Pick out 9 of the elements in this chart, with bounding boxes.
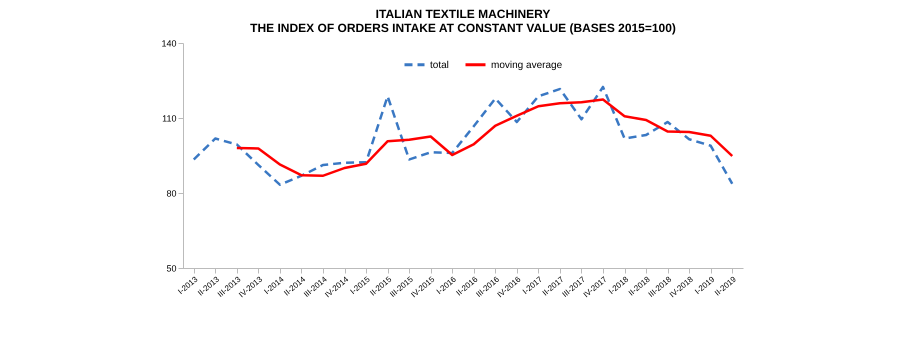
y-tick-label: 80: [166, 188, 176, 198]
y-tick-label: 110: [162, 114, 176, 124]
chart-title: ITALIAN TEXTILE MACHINERY THE INDEX OF ORDERS INTAKE AT CONSTANT VALUE (BASES 2015=100): [250, 7, 676, 35]
legend-label: total: [430, 60, 449, 71]
legend-label: moving average: [491, 60, 563, 71]
line-series: [236, 98, 734, 177]
line-series: [192, 86, 734, 186]
y-tick-label: 140: [161, 38, 176, 48]
y-tick-label: 50: [166, 264, 176, 274]
